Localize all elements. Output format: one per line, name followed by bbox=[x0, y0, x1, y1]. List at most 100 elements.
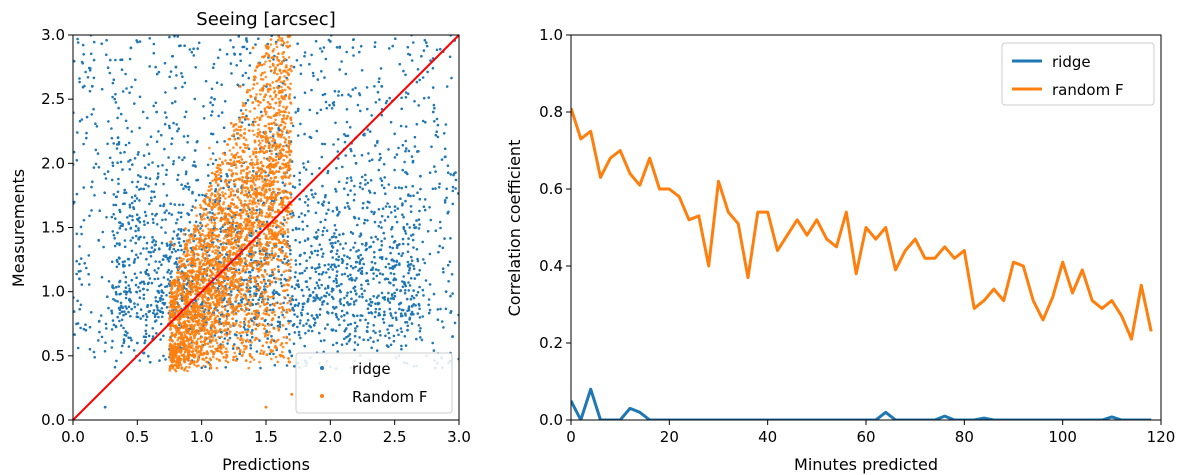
ridge-point bbox=[392, 241, 396, 244]
random-f-point bbox=[285, 308, 288, 312]
random-f-point bbox=[270, 140, 274, 143]
random-f-point bbox=[260, 349, 263, 352]
ridge-point bbox=[355, 276, 358, 280]
ridge-point bbox=[321, 93, 325, 97]
ridge-point bbox=[173, 35, 176, 38]
ridge-point bbox=[291, 228, 295, 232]
ridge-point bbox=[307, 198, 310, 201]
ridge-point bbox=[176, 129, 179, 133]
ridge-point bbox=[229, 62, 233, 65]
ridge-point bbox=[348, 277, 351, 281]
ridge-point bbox=[126, 331, 129, 335]
ridge-point bbox=[168, 35, 171, 39]
ridge-point bbox=[124, 293, 128, 296]
ridge-point bbox=[333, 232, 336, 235]
ridge-point bbox=[392, 339, 396, 343]
ridge-point bbox=[124, 296, 128, 300]
ridge-point bbox=[135, 276, 138, 280]
random-f-point bbox=[277, 326, 280, 330]
random-f-point bbox=[275, 45, 279, 49]
ridge-point bbox=[303, 54, 306, 58]
random-f-point bbox=[226, 303, 230, 306]
ridge-point bbox=[370, 236, 373, 239]
random-f-point bbox=[193, 224, 196, 227]
ridge-point bbox=[83, 262, 86, 265]
ridge-point bbox=[120, 310, 124, 314]
ridge-point bbox=[408, 268, 411, 272]
ridge-point bbox=[310, 88, 313, 92]
ridge-point bbox=[170, 270, 173, 273]
ridge-point bbox=[190, 50, 194, 54]
random-f-point bbox=[289, 300, 292, 303]
ridge-point bbox=[388, 324, 391, 328]
ridge-point bbox=[134, 283, 138, 287]
ridge-point bbox=[92, 40, 96, 44]
ridge-point bbox=[402, 215, 405, 219]
ridge-point bbox=[407, 305, 411, 308]
ridge-point bbox=[138, 199, 141, 202]
ridge-point bbox=[293, 287, 297, 290]
ridge-point bbox=[128, 205, 132, 209]
ridge-point bbox=[116, 300, 119, 303]
random-f-point bbox=[285, 150, 288, 154]
ridge-point bbox=[405, 297, 409, 301]
ridge-point bbox=[426, 70, 429, 74]
random-f-point bbox=[242, 220, 246, 224]
random-f-point bbox=[185, 315, 189, 318]
ridge-point bbox=[403, 160, 406, 164]
ridge-point bbox=[129, 227, 132, 230]
ridge-point bbox=[293, 331, 297, 334]
ridge-point bbox=[451, 292, 454, 295]
ridge-point bbox=[421, 288, 425, 292]
random-f-point bbox=[210, 320, 214, 324]
ridge-point bbox=[353, 289, 357, 293]
ridge-point bbox=[179, 229, 183, 233]
ridge-point bbox=[400, 186, 404, 190]
ridge-point bbox=[148, 277, 152, 280]
ridge-point bbox=[380, 214, 384, 218]
ridge-point bbox=[393, 156, 397, 159]
random-f-point bbox=[283, 230, 286, 233]
ridge-point bbox=[152, 311, 155, 315]
ridge-point bbox=[318, 331, 321, 335]
random-f-point bbox=[286, 78, 289, 81]
random-f-point bbox=[228, 287, 231, 291]
random-f-point bbox=[192, 324, 196, 328]
ridge-point bbox=[182, 239, 186, 243]
ridge-point bbox=[294, 111, 298, 114]
ridge-point bbox=[73, 333, 76, 336]
ridge-point bbox=[303, 344, 307, 348]
random-f-point bbox=[264, 201, 268, 205]
ridge-point bbox=[288, 349, 291, 353]
ridge-point bbox=[328, 293, 331, 296]
ridge-point bbox=[425, 41, 428, 44]
ridge-point bbox=[303, 269, 307, 273]
random-f-point bbox=[244, 138, 248, 142]
random-f-point bbox=[253, 190, 256, 194]
ridge-point bbox=[377, 294, 380, 298]
ridge-point bbox=[298, 178, 301, 182]
random-f-point bbox=[264, 75, 268, 79]
ridge-point bbox=[161, 311, 165, 315]
ridge-point bbox=[324, 287, 327, 290]
random-f-point bbox=[271, 187, 275, 191]
random-f-point bbox=[282, 136, 286, 139]
ridge-point bbox=[328, 40, 332, 43]
ridge-point bbox=[345, 181, 349, 185]
ridge-point bbox=[410, 259, 414, 263]
random-f-point bbox=[229, 306, 233, 309]
ridge-point bbox=[372, 240, 375, 244]
ridge-point bbox=[407, 237, 410, 240]
ridge-point bbox=[124, 286, 128, 290]
ridge-point bbox=[182, 135, 186, 138]
ridge-point bbox=[287, 259, 290, 263]
ridge-point bbox=[391, 316, 395, 320]
ridge-point bbox=[92, 107, 95, 111]
random-f-point bbox=[272, 190, 276, 194]
ridge-point bbox=[383, 310, 386, 314]
random-f-point bbox=[288, 97, 291, 100]
ridge-point bbox=[248, 64, 252, 67]
ridge-point bbox=[278, 320, 282, 324]
ridge-point bbox=[231, 347, 235, 350]
